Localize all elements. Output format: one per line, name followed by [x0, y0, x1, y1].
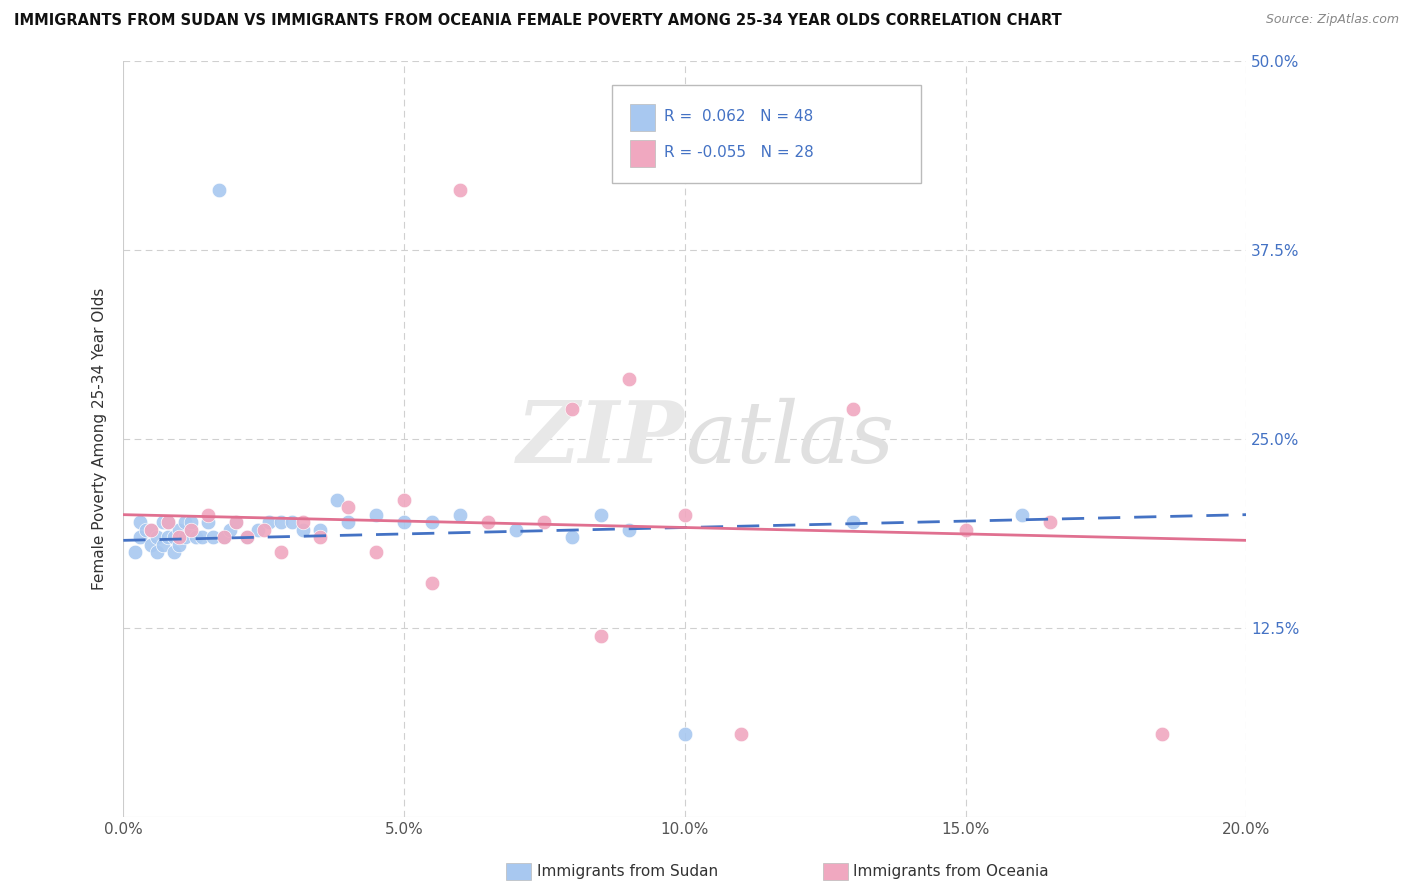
- Point: [180, 523, 202, 537]
- Point: [163, 530, 186, 544]
- Point: [135, 523, 157, 537]
- Text: Immigrants from Sudan: Immigrants from Sudan: [537, 864, 718, 879]
- Point: [152, 538, 174, 552]
- Point: [197, 515, 219, 529]
- Point: [146, 545, 169, 559]
- Point: [236, 530, 259, 544]
- Point: [617, 371, 640, 385]
- Point: [364, 545, 387, 559]
- Point: [336, 515, 359, 529]
- Point: [214, 530, 236, 544]
- Point: [589, 508, 612, 522]
- Point: [1011, 508, 1033, 522]
- Point: [169, 530, 191, 544]
- Point: [505, 523, 527, 537]
- Point: [208, 183, 231, 197]
- Point: [533, 515, 555, 529]
- Point: [174, 515, 197, 529]
- Point: [392, 515, 415, 529]
- Point: [325, 492, 347, 507]
- Point: [169, 538, 191, 552]
- Point: [336, 500, 359, 514]
- Point: [141, 538, 163, 552]
- Point: [477, 515, 499, 529]
- Point: [449, 183, 471, 197]
- Point: [152, 515, 174, 529]
- Point: [280, 515, 302, 529]
- Point: [225, 515, 247, 529]
- Text: Source: ZipAtlas.com: Source: ZipAtlas.com: [1265, 13, 1399, 27]
- Point: [169, 523, 191, 537]
- Point: [253, 523, 276, 537]
- Point: [561, 401, 583, 416]
- Point: [673, 727, 696, 741]
- Point: [589, 629, 612, 643]
- Point: [420, 515, 443, 529]
- Point: [1150, 727, 1173, 741]
- Text: ZIP: ZIP: [517, 397, 685, 481]
- Point: [180, 515, 202, 529]
- Point: [1039, 515, 1062, 529]
- Text: R =  0.062   N = 48: R = 0.062 N = 48: [664, 110, 813, 124]
- Point: [308, 530, 330, 544]
- Point: [842, 401, 865, 416]
- Point: [617, 523, 640, 537]
- Point: [247, 523, 270, 537]
- Point: [197, 508, 219, 522]
- Point: [174, 530, 197, 544]
- Point: [308, 523, 330, 537]
- Point: [163, 545, 186, 559]
- Point: [561, 530, 583, 544]
- Point: [364, 508, 387, 522]
- Point: [270, 545, 292, 559]
- Point: [129, 530, 152, 544]
- Text: Immigrants from Oceania: Immigrants from Oceania: [853, 864, 1049, 879]
- Point: [141, 523, 163, 537]
- Point: [180, 523, 202, 537]
- Point: [225, 515, 247, 529]
- Point: [146, 530, 169, 544]
- Text: atlas: atlas: [685, 398, 894, 481]
- Point: [141, 523, 163, 537]
- Point: [186, 530, 208, 544]
- Point: [392, 492, 415, 507]
- Point: [673, 508, 696, 522]
- Y-axis label: Female Poverty Among 25-34 Year Olds: Female Poverty Among 25-34 Year Olds: [93, 288, 107, 591]
- Point: [955, 523, 977, 537]
- Point: [157, 515, 180, 529]
- Point: [202, 530, 225, 544]
- Point: [291, 523, 314, 537]
- Text: IMMIGRANTS FROM SUDAN VS IMMIGRANTS FROM OCEANIA FEMALE POVERTY AMONG 25-34 YEAR: IMMIGRANTS FROM SUDAN VS IMMIGRANTS FROM…: [14, 13, 1062, 29]
- Point: [129, 515, 152, 529]
- Point: [157, 530, 180, 544]
- Point: [420, 575, 443, 590]
- Text: R = -0.055   N = 28: R = -0.055 N = 28: [664, 145, 814, 160]
- Point: [214, 530, 236, 544]
- Point: [449, 508, 471, 522]
- Point: [270, 515, 292, 529]
- Point: [236, 530, 259, 544]
- Point: [730, 727, 752, 741]
- Point: [157, 515, 180, 529]
- Point: [291, 515, 314, 529]
- Point: [124, 545, 146, 559]
- Point: [259, 515, 281, 529]
- Point: [219, 523, 242, 537]
- Point: [842, 515, 865, 529]
- Point: [191, 530, 214, 544]
